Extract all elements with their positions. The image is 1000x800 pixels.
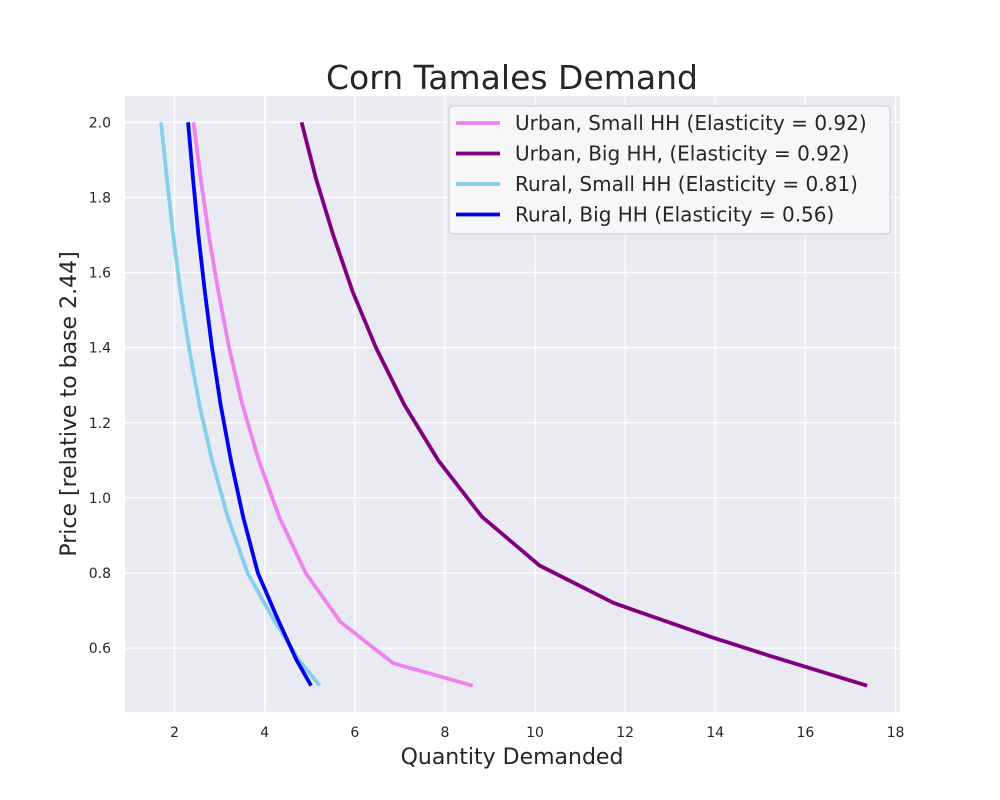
x-tick-label: 4 [260, 725, 269, 741]
series-line-4 [186, 122, 313, 687]
series-line-3 [159, 122, 322, 687]
y-tick-labels: 0.6 0.8 1.0 1.2 1.4 1.6 1.8 2.0 [89, 115, 111, 657]
x-tick-label: 8 [440, 725, 449, 741]
y-tick-label: 0.8 [89, 566, 111, 582]
legend-label-1: Urban, Small HH (Elasticity = 0.92) [515, 111, 867, 135]
x-axis-label: Quantity Demanded [401, 745, 624, 770]
series-lines [159, 121, 868, 688]
x-tick-label: 10 [526, 725, 544, 741]
legend-label-4: Rural, Big HH (Elasticity = 0.56) [515, 203, 834, 227]
legend-label-2: Urban, Big HH, (Elasticity = 0.92) [515, 142, 849, 166]
x-tick-label: 16 [796, 725, 814, 741]
x-tick-label: 12 [616, 725, 634, 741]
legend: Urban, Small HH (Elasticity = 0.92) Urban… [448, 105, 891, 235]
y-tick-label: 1.0 [89, 491, 111, 507]
series-line-1 [191, 122, 474, 688]
chart-title: Corn Tamales Demand [326, 58, 698, 97]
y-tick-label: 1.2 [89, 416, 111, 432]
y-tick-label: 0.6 [89, 641, 111, 657]
x-tick-label: 14 [706, 725, 724, 741]
x-tick-label: 18 [887, 725, 905, 741]
x-tick-label: 6 [350, 725, 359, 741]
y-tick-label: 1.6 [89, 266, 111, 282]
series-line-2 [299, 121, 868, 688]
legend-label-3: Rural, Small HH (Elasticity = 0.81) [515, 172, 858, 196]
legend-box [448, 105, 891, 235]
y-axis-label: Price [relative to base 2.44] [57, 251, 82, 556]
y-tick-label: 1.4 [89, 341, 111, 357]
y-tick-label: 2.0 [89, 115, 111, 131]
y-tick-label: 1.8 [89, 190, 111, 206]
x-tick-labels: 2 4 6 8 10 12 14 16 18 [170, 725, 904, 741]
x-tick-label: 2 [170, 725, 179, 741]
